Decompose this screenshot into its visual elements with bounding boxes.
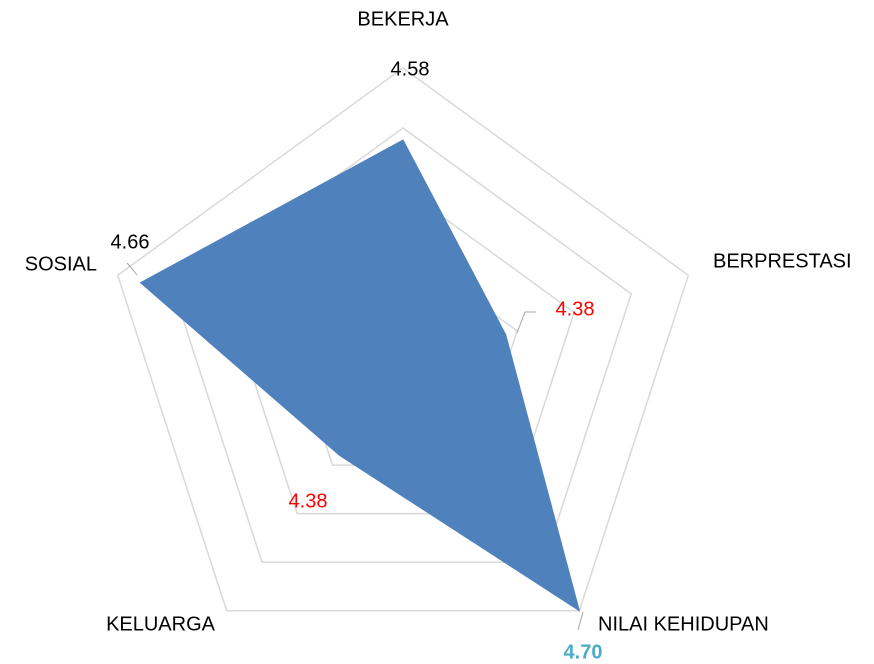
data-area (139, 139, 581, 612)
value-label: 4.38 (289, 490, 328, 512)
leader-line (516, 311, 536, 334)
grid-ring (116, 67, 690, 612)
category-label: NILAI KEHIDUPAN (598, 613, 769, 635)
category-label: BERPRESTASI (713, 250, 852, 272)
leader-line (126, 262, 138, 276)
value-label: 4.70 (564, 641, 603, 663)
category-label: SOSIAL (25, 253, 97, 275)
category-label: BEKERJA (357, 8, 449, 30)
category-label: KELUARGA (106, 613, 216, 635)
value-label: 4.66 (111, 231, 150, 253)
value-label: 4.58 (391, 58, 430, 80)
leader-line (577, 611, 584, 631)
value-label: 4.38 (556, 298, 595, 320)
